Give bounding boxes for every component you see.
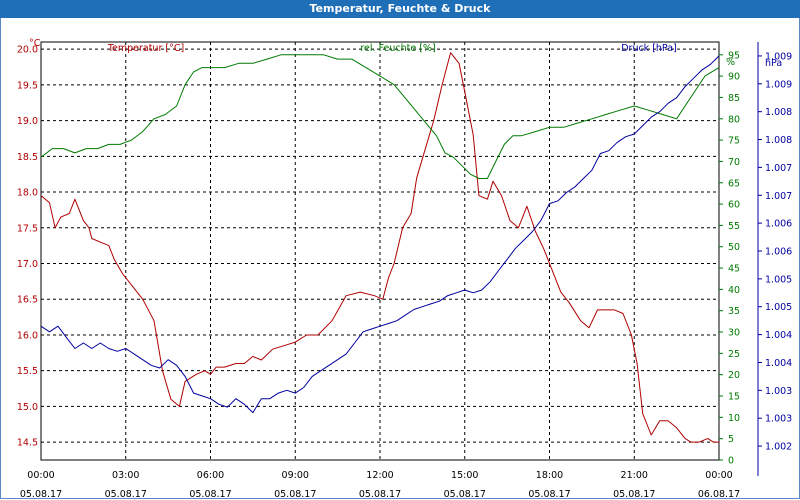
temperature-series-line [40,52,719,443]
pressure-tick-label: 1.004 [765,330,792,341]
x-tick-time-label: 00:00 [27,470,54,481]
chart-svg: 00:00 05.08.17 03:00 05.08.17 06:00 05.08.17 0… [17,38,792,498]
x-tick-date-label: 06.08.17 [698,489,740,498]
humidity-tick-label: 55 [728,221,740,232]
x-tick-date-label: 05.08.17 [20,489,62,498]
x-tick-time-label: 09:00 [282,470,309,481]
temperature-tick-label: 19.0 [17,116,38,127]
pressure-tick-label: 1.007 [765,191,792,202]
pressure-tick-label: 1.006 [765,219,792,230]
chart-title: Temperatur, Feuchte & Druck [0,0,800,18]
pressure-series-line [40,55,720,414]
humidity-tick-label: 35 [728,306,740,317]
x-tick-time-label: 06:00 [197,470,224,481]
humidity-tick-label: 90 [728,72,740,83]
humidity-tick-label: 75 [728,136,740,147]
humidity-axis-title: rel. Feuchte [%] [360,43,435,54]
humidity-unit-label: % [726,57,735,68]
pressure-tick-label: 1.004 [765,358,792,369]
pressure-unit-label: hPa [765,58,782,69]
temperature-unit-label: °C [29,38,41,49]
pressure-tick-label: 1.009 [765,79,792,90]
humidity-tick-label: 85 [728,93,740,104]
humidity-series-line [40,54,720,179]
humidity-tick-label: 0 [728,456,734,467]
pressure-tick-label: 1.005 [765,274,792,285]
temperature-tick-label: 16.5 [17,295,38,306]
pressure-tick-label: 1.009 [765,51,792,62]
x-tick-time-label: 15:00 [451,470,478,481]
pressure-axis-title: Druck [hPa] [621,43,677,54]
humidity-tick-label: 10 [728,413,740,424]
humidity-tick-label: 60 [728,200,740,211]
x-tick-date-label: 05.08.17 [105,489,147,498]
humidity-tick-label: 25 [728,349,740,360]
x-tick-date-label: 05.08.17 [613,489,655,498]
pressure-tick-label: 1.008 [765,135,792,146]
humidity-tick-label: 15 [728,392,740,403]
humidity-tick-label: 50 [728,242,740,253]
x-tick-time-label: 18:00 [536,470,563,481]
pressure-tick-label: 1.003 [765,386,792,397]
temperature-tick-label: 19.5 [17,80,38,91]
temperature-tick-label: 14.5 [17,438,38,449]
chart-frame: 00:00 05.08.17 03:00 05.08.17 06:00 05.08.17 0… [0,18,800,499]
x-tick-date-label: 05.08.17 [528,489,570,498]
x-tick-date-label: 05.08.17 [274,489,316,498]
temperature-tick-label: 17.0 [17,259,38,270]
temperature-tick-label: 18.5 [17,152,38,163]
humidity-tick-label: 65 [728,178,740,189]
temperature-tick-label: 17.5 [17,223,38,234]
humidity-tick-label: 30 [728,328,740,339]
x-tick-date-label: 05.08.17 [444,489,486,498]
x-tick-time-label: 21:00 [621,470,648,481]
humidity-tick-label: 70 [728,157,740,168]
pressure-tick-label: 1.003 [765,414,792,425]
pressure-tick-label: 1.005 [765,302,792,313]
temperature-tick-label: 16.0 [17,330,38,341]
temperature-tick-label: 15.0 [17,402,38,413]
x-tick-date-label: 05.08.17 [359,489,401,498]
x-tick-time-label: 12:00 [366,470,393,481]
pressure-tick-label: 1.002 [765,442,792,453]
humidity-tick-label: 95 [728,50,740,61]
x-tick-time-label: 03:00 [112,470,139,481]
humidity-tick-label: 45 [728,264,740,275]
pressure-tick-label: 1.007 [765,163,792,174]
x-tick-date-label: 05.08.17 [189,489,231,498]
temperature-tick-label: 15.5 [17,366,38,377]
temperature-axis-title: Temperatur [°C] [107,43,184,54]
humidity-tick-label: 20 [728,370,740,381]
pressure-tick-label: 1.008 [765,107,792,118]
humidity-tick-label: 5 [728,434,734,445]
temperature-tick-label: 18.0 [17,188,38,199]
temperature-tick-label: 20.0 [17,45,38,56]
x-tick-time-label: 00:00 [705,470,732,481]
pressure-tick-label: 1.006 [765,247,792,258]
humidity-tick-label: 80 [728,114,740,125]
humidity-tick-label: 40 [728,285,740,296]
